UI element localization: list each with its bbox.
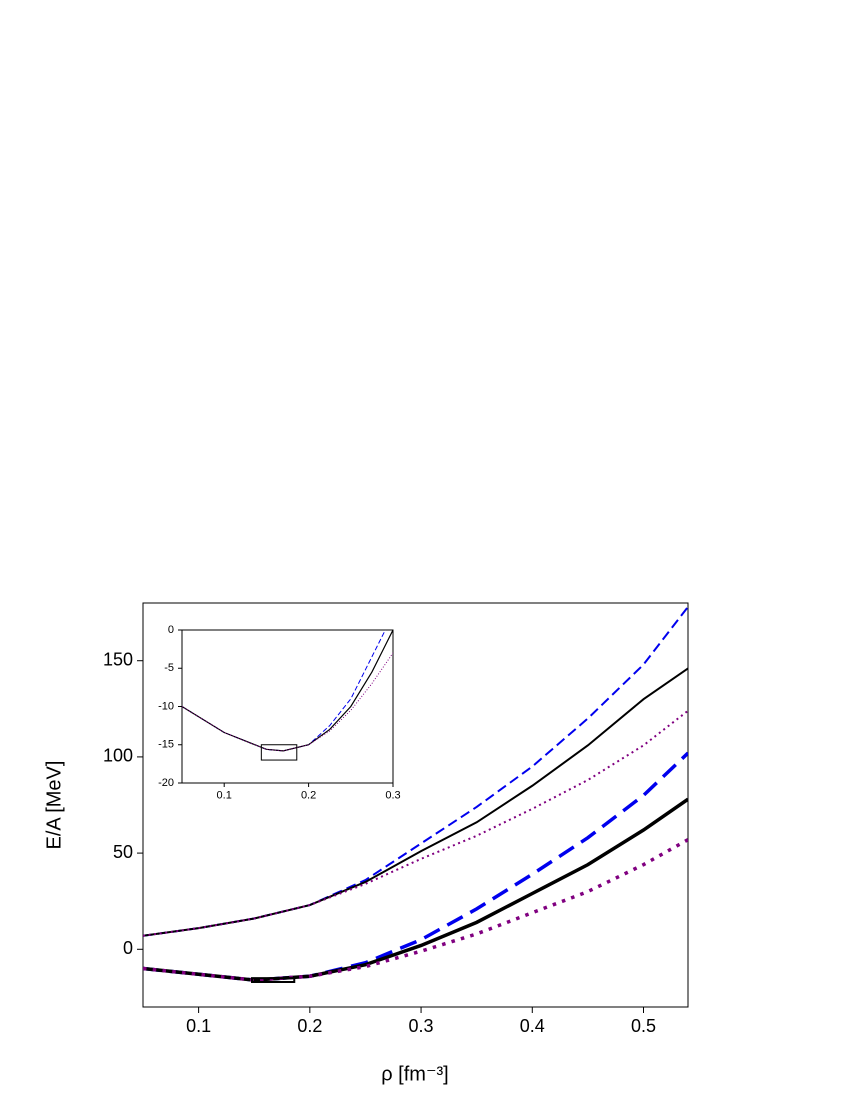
y-tick-label: 0 [168,624,174,636]
plot-area: 0.1 0.2 0.3 -20 -15 -10 -5 0 [158,624,401,802]
x-tick-label: 0.3 [409,1016,434,1036]
plot-frame [181,629,394,784]
series-line [143,667,688,937]
y-tick-label: -15 [158,739,174,751]
x-axis-label: ρ [fm⁻³] [381,1063,448,1085]
y-tick-label: 150 [103,649,133,669]
y-tick-label: 100 [103,746,133,766]
y-tick-label: 50 [113,842,133,862]
y-tick-label: -5 [164,662,174,674]
y-tick-label: -10 [158,700,174,712]
y-tick-label: -20 [158,777,174,789]
x-tick-label: 0.3 [385,790,400,802]
x-tick-label: 0.4 [520,1016,545,1036]
series-line [182,652,393,752]
x-tick-label: 0.1 [186,1016,211,1036]
x-tick-label: 0.5 [631,1016,656,1036]
x-tick-label: 0.2 [297,1016,322,1036]
x-tick-label: 0.2 [301,790,316,802]
region-box [260,744,298,761]
series-line [143,797,688,982]
y-axis-label: E/A [MeV] [43,761,65,850]
y-tick-label: 0 [123,938,133,958]
region-box [251,977,296,983]
x-tick-label: 0.1 [217,790,232,802]
